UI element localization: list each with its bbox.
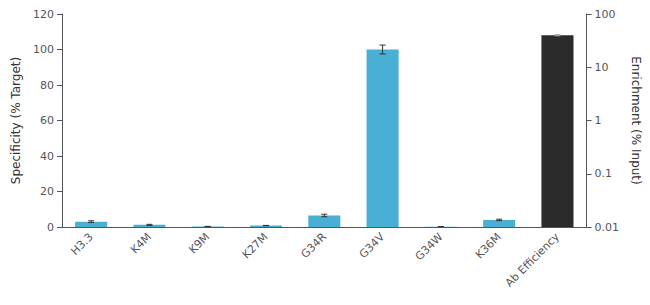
svg-text:10: 10 — [595, 61, 609, 74]
svg-text:100: 100 — [33, 43, 54, 56]
svg-text:0.01: 0.01 — [595, 221, 620, 234]
svg-text:60: 60 — [40, 114, 54, 127]
svg-text:G34V: G34V — [357, 230, 388, 261]
svg-text:100: 100 — [595, 8, 616, 21]
svg-text:80: 80 — [40, 79, 54, 92]
svg-text:K36M: K36M — [473, 230, 504, 261]
svg-text:Specificity (% Target): Specificity (% Target) — [9, 57, 23, 184]
svg-text:H3.3: H3.3 — [68, 230, 95, 257]
svg-text:Ab Efficiency: Ab Efficiency — [503, 230, 563, 290]
svg-text:120: 120 — [33, 8, 54, 21]
svg-text:1: 1 — [595, 114, 602, 127]
svg-text:G34R: G34R — [298, 230, 329, 261]
svg-text:20: 20 — [40, 185, 54, 198]
svg-text:K9M: K9M — [186, 230, 212, 256]
svg-text:40: 40 — [40, 150, 54, 163]
svg-text:G34W: G34W — [413, 230, 446, 263]
svg-text:0: 0 — [47, 221, 54, 234]
svg-text:K4M: K4M — [128, 230, 154, 256]
svg-text:K27M: K27M — [240, 230, 271, 261]
svg-text:Enrichment (% Input): Enrichment (% Input) — [629, 56, 643, 185]
svg-text:0.1: 0.1 — [595, 167, 613, 180]
